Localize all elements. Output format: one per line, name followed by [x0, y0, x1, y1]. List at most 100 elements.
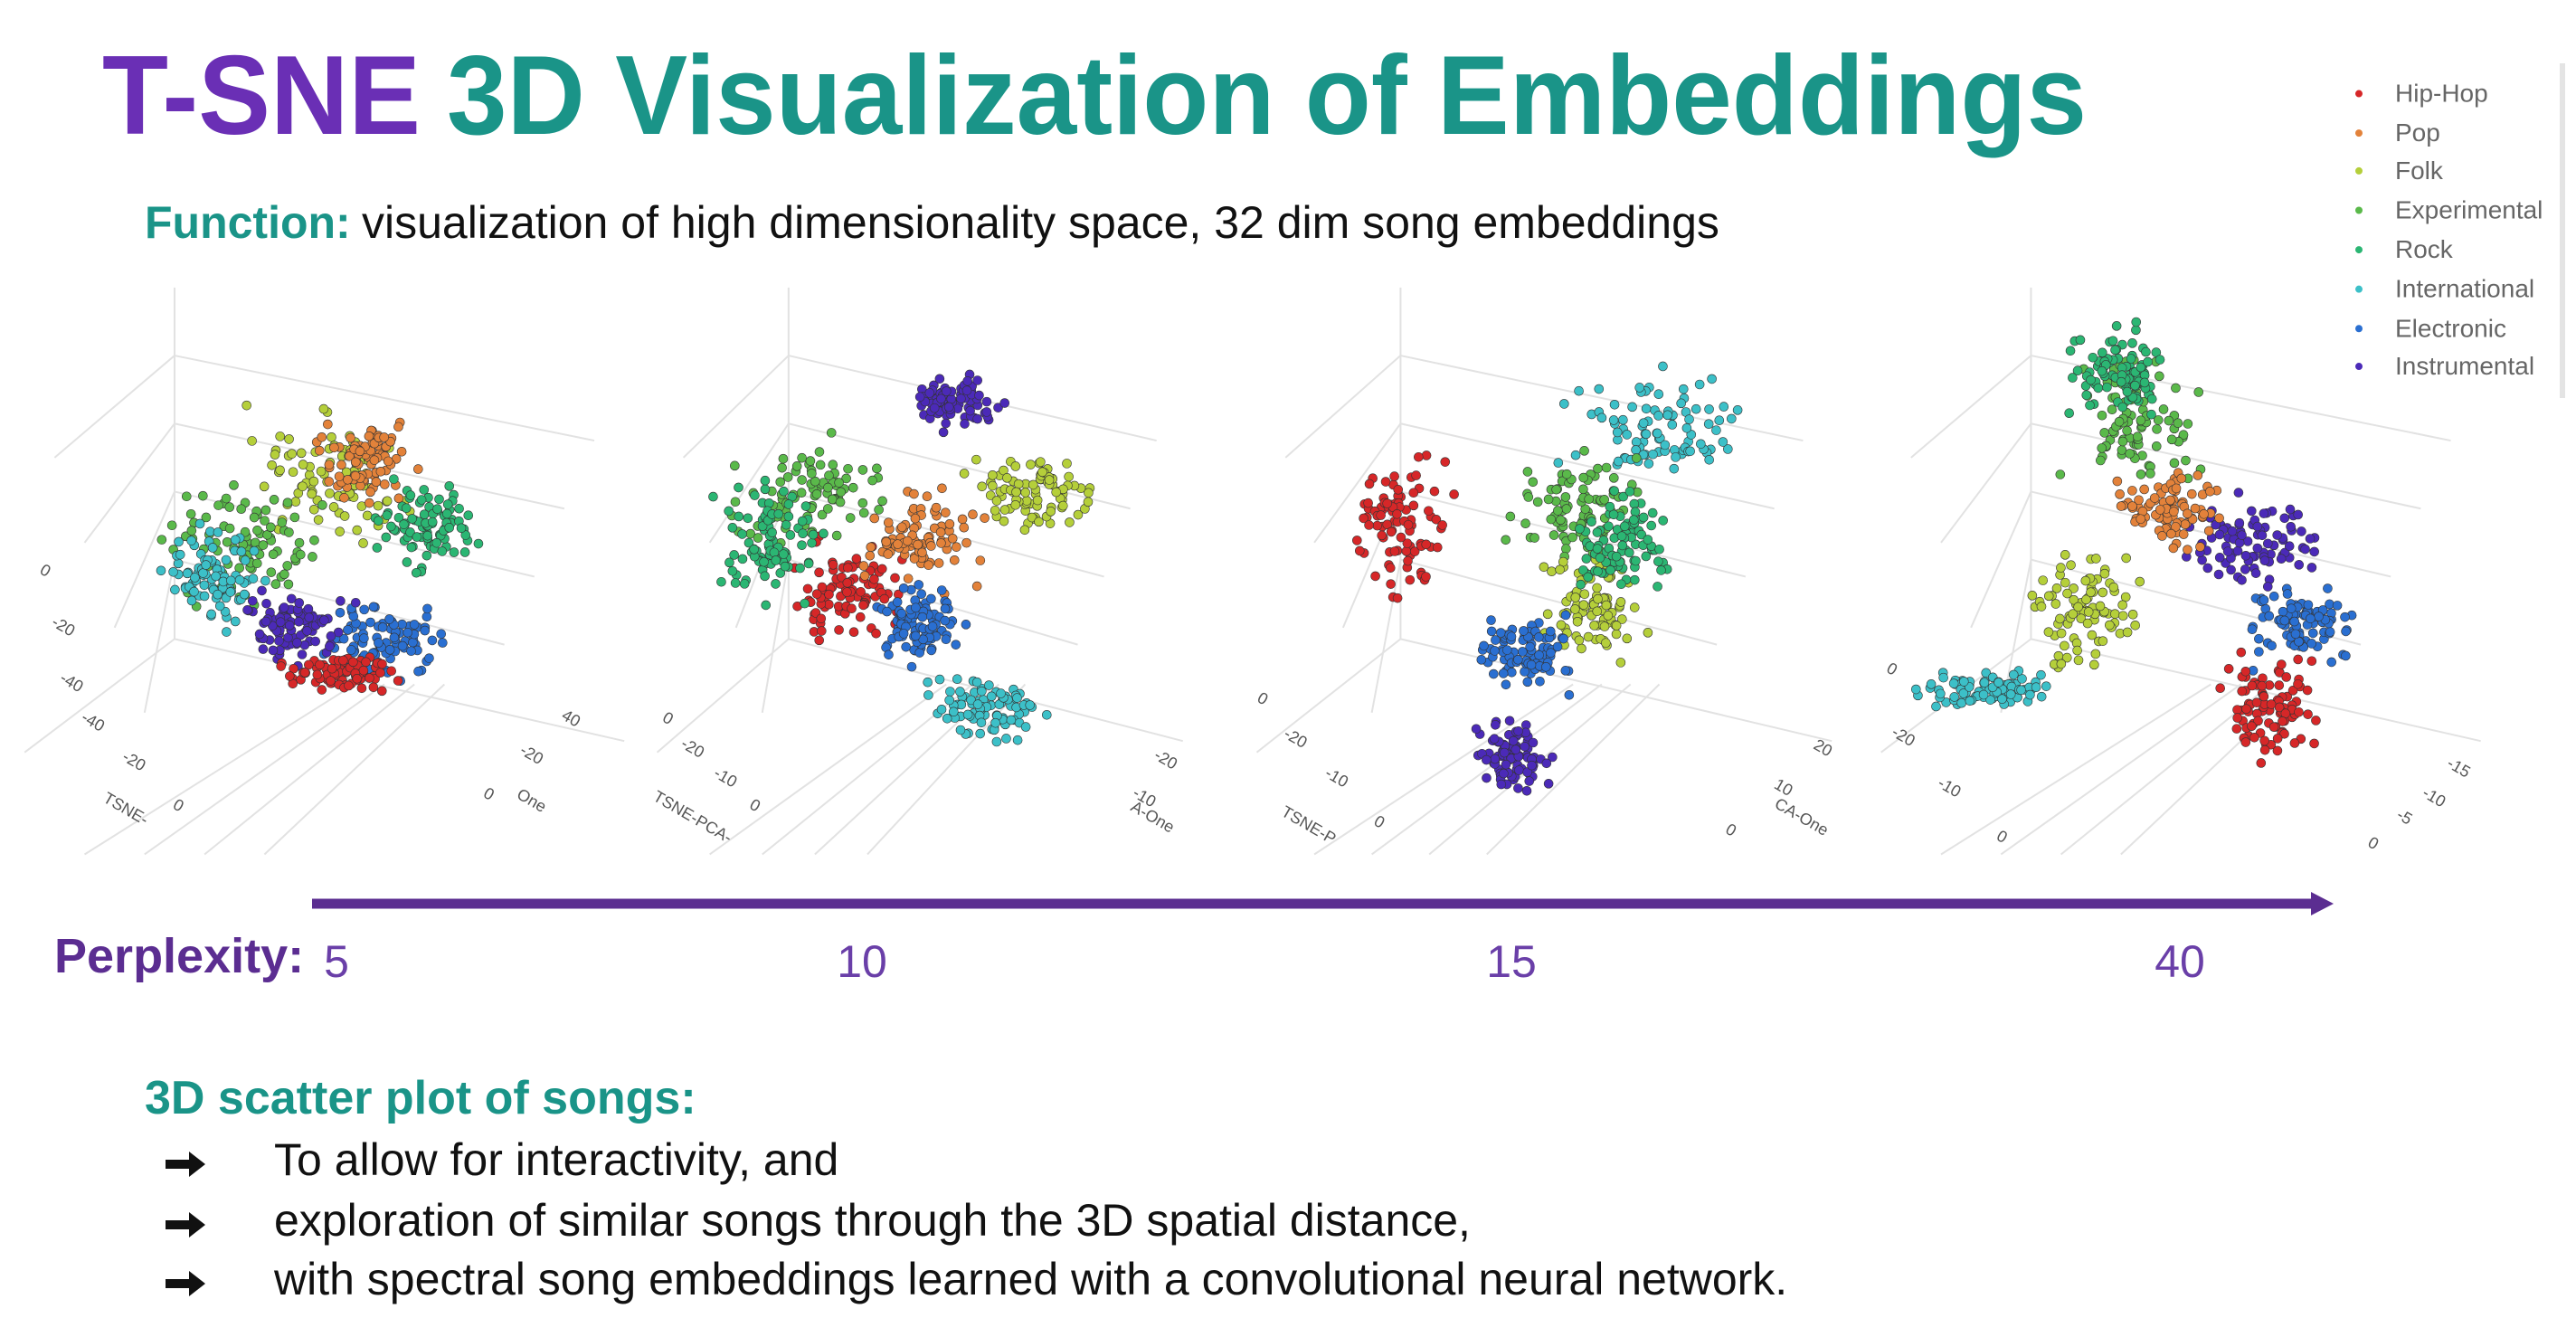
song-point	[1611, 621, 1622, 631]
song-point	[866, 542, 876, 553]
song-point	[859, 571, 870, 581]
song-point	[1641, 429, 1652, 440]
song-point	[1389, 471, 1399, 481]
song-point	[2073, 602, 2083, 612]
song-point	[1948, 678, 1959, 688]
song-point	[1359, 513, 1368, 524]
song-point	[834, 478, 844, 488]
song-point	[1613, 456, 1624, 467]
song-point	[871, 629, 881, 639]
grid-line	[2031, 422, 2421, 510]
song-point	[2082, 618, 2093, 629]
song-point	[1489, 734, 1500, 744]
axis-tick-label: 0	[1255, 688, 1272, 708]
song-point	[1429, 486, 1440, 497]
song-point	[1643, 628, 1653, 638]
song-point	[279, 602, 289, 612]
song-point	[1527, 760, 1537, 771]
song-point	[2309, 546, 2319, 557]
song-point	[1539, 562, 1549, 573]
song-point	[315, 659, 325, 670]
song-point	[365, 617, 375, 628]
song-point	[1690, 403, 1701, 414]
song-point	[371, 477, 382, 488]
song-point	[2127, 610, 2138, 620]
song-point	[2164, 415, 2174, 426]
song-point	[441, 508, 452, 519]
axis-tick-label: 0	[1722, 820, 1739, 839]
song-point	[2190, 503, 2201, 514]
song-point	[2302, 685, 2313, 696]
song-point	[749, 545, 759, 555]
song-point	[413, 666, 423, 677]
song-point	[2279, 728, 2289, 739]
song-point	[2072, 365, 2083, 376]
song-point	[156, 565, 166, 576]
song-point	[284, 621, 295, 631]
song-point	[1380, 477, 1391, 487]
song-point	[2314, 612, 2324, 621]
song-point	[914, 580, 923, 590]
song-point	[2125, 449, 2135, 459]
song-point	[1619, 521, 1630, 532]
song-point	[926, 541, 936, 551]
song-point	[2305, 534, 2316, 544]
song-point	[2165, 495, 2175, 506]
song-point	[945, 687, 955, 697]
song-point	[312, 669, 323, 680]
song-point	[2050, 599, 2061, 609]
song-point	[872, 463, 882, 474]
song-point	[2237, 686, 2248, 697]
grid-line	[113, 491, 175, 629]
song-point	[2214, 513, 2224, 524]
song-point	[397, 619, 407, 630]
song-point	[294, 537, 305, 548]
song-point	[2117, 436, 2128, 447]
song-point	[1631, 453, 1642, 463]
legend-dot	[2355, 206, 2363, 214]
song-point	[186, 536, 196, 545]
song-point	[935, 527, 946, 537]
song-point	[1020, 722, 1031, 732]
song-point	[313, 515, 324, 525]
axis-tick-label: -10	[711, 763, 741, 791]
song-point	[2254, 647, 2264, 657]
song-point	[819, 528, 829, 539]
song-point	[903, 574, 914, 583]
song-point	[444, 481, 455, 491]
song-point	[1405, 574, 1416, 585]
song-point	[1589, 621, 1599, 631]
song-point	[874, 505, 884, 515]
legend-dot	[2355, 325, 2363, 333]
song-point	[389, 632, 400, 643]
song-point	[848, 627, 859, 638]
legend-label: International	[2395, 275, 2534, 303]
song-point	[952, 542, 961, 552]
grid-line	[1940, 683, 2211, 856]
song-point	[2088, 352, 2098, 363]
song-point	[2060, 550, 2070, 560]
song-point	[247, 595, 258, 606]
song-point	[1424, 506, 1434, 517]
song-point	[734, 482, 743, 493]
song-point	[224, 523, 235, 534]
song-point	[1958, 688, 1969, 698]
song-point	[2272, 530, 2282, 540]
song-point	[369, 455, 380, 465]
axis-tick-label: -10	[2420, 783, 2449, 811]
song-point	[814, 567, 824, 578]
song-point	[1011, 487, 1021, 498]
song-point	[922, 491, 933, 502]
song-point	[773, 508, 784, 519]
song-point	[2171, 483, 2182, 494]
song-point	[198, 568, 208, 578]
perplexity-values: 5 10 15 40	[324, 936, 2205, 987]
song-point	[2294, 560, 2305, 570]
song-point	[769, 547, 780, 558]
song-point	[355, 446, 365, 457]
song-point	[211, 571, 221, 582]
song-point	[1667, 420, 1678, 430]
song-point	[1449, 489, 1459, 499]
song-point	[2278, 606, 2288, 617]
song-point	[1522, 467, 1533, 477]
